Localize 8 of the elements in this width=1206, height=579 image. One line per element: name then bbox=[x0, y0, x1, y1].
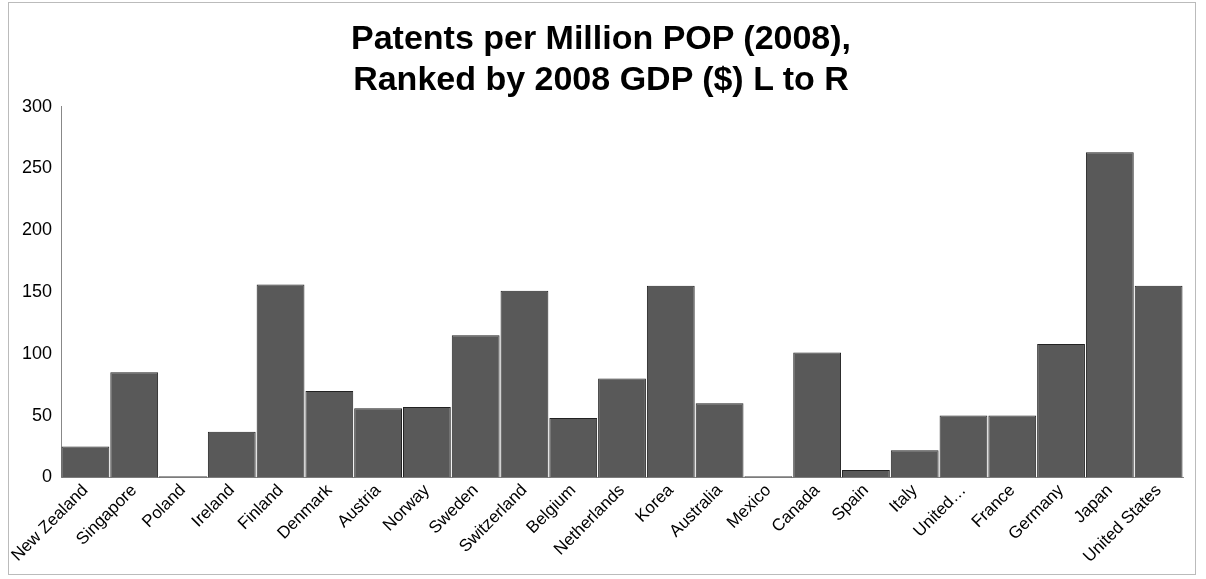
y-tick-label: 250 bbox=[21, 157, 53, 178]
y-tick-label: 50 bbox=[32, 404, 53, 425]
y-tick-label: 100 bbox=[21, 342, 53, 363]
y-tick-label: 200 bbox=[21, 219, 53, 240]
y-tick-label: 0 bbox=[42, 466, 53, 487]
chart-title: Patents per Million POP (2008), Ranked by 2008 GDP ($) L to R bbox=[350, 17, 852, 97]
y-tick-label: 150 bbox=[21, 280, 53, 301]
y-tick-label: 300 bbox=[21, 95, 53, 116]
